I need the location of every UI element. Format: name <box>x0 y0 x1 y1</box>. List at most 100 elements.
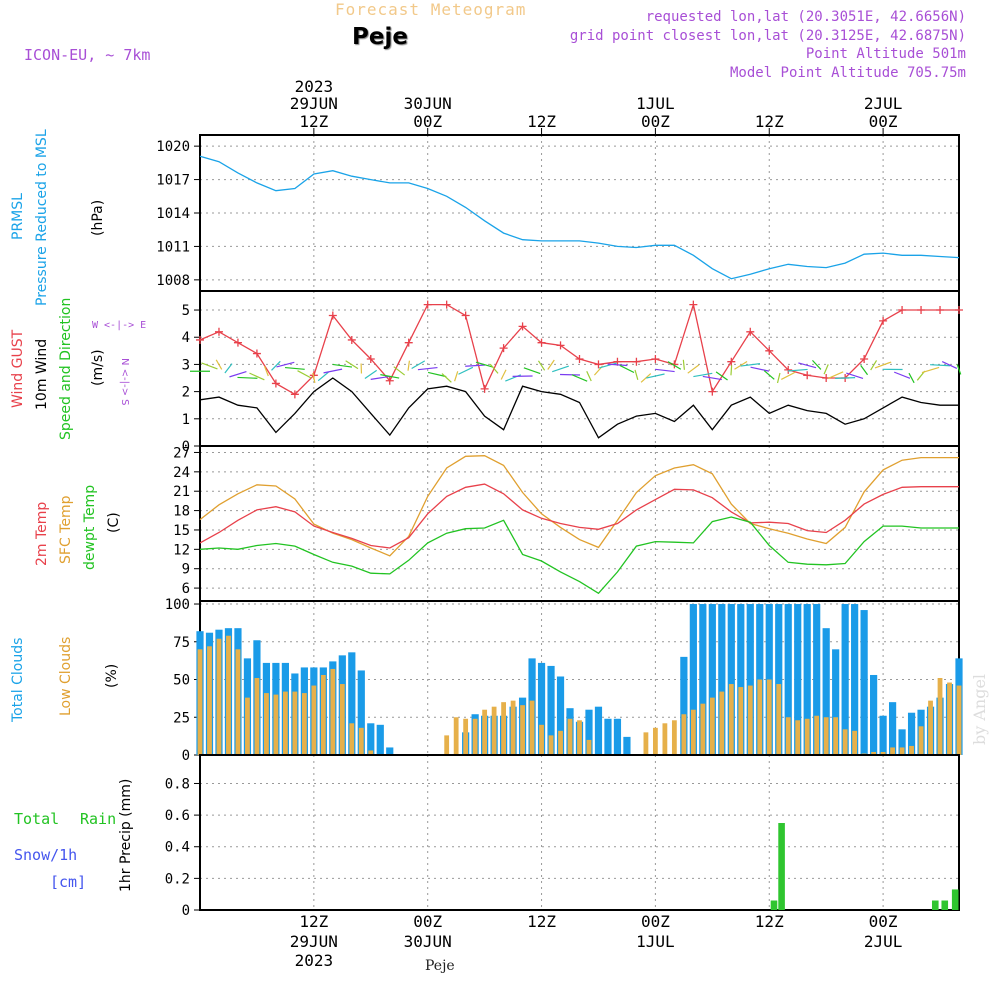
gust-marker <box>442 300 451 309</box>
wind-ytick-label: 4 <box>182 330 190 346</box>
gust-marker <box>196 335 204 344</box>
gust-marker <box>214 327 223 336</box>
wind-arrow <box>454 371 459 382</box>
gust-marker <box>233 338 242 347</box>
clouds-ytick-label: 50 <box>173 673 190 689</box>
low-clouds-bar <box>918 726 924 755</box>
low-clouds-bar <box>823 717 829 755</box>
wind-arrow <box>607 363 628 367</box>
low-clouds-bar <box>358 727 364 755</box>
pressure-ytick-label: 1020 <box>156 139 190 155</box>
total-clouds-bar <box>680 656 688 755</box>
wind-arrow <box>599 362 617 369</box>
wind-arrow <box>776 372 781 384</box>
wind-arrow <box>798 362 817 369</box>
low-clouds-bar <box>937 678 943 755</box>
gust-marker <box>784 365 793 374</box>
bottom-hour-label: 00Z <box>641 912 670 931</box>
clouds-ytick-label: 0 <box>182 748 190 764</box>
total-clouds-bar <box>689 604 697 755</box>
clouds-ytick-label: 100 <box>165 597 190 613</box>
wind-ytick-label: 0 <box>182 439 190 455</box>
wind-arrow <box>312 372 316 383</box>
low-clouds-bar <box>197 649 203 755</box>
gust-marker <box>290 390 299 399</box>
temp-ytick-label: 24 <box>173 465 190 481</box>
top-date-label: 30JUN <box>404 94 452 113</box>
low-clouds-bar <box>814 715 820 755</box>
low-clouds-bar <box>453 717 459 755</box>
wind-arrow <box>215 359 223 370</box>
wind-arrow <box>870 360 878 371</box>
total-clouds-bar <box>746 604 754 755</box>
top-hour-label: 00Z <box>413 112 442 131</box>
wind-arrow <box>475 361 494 368</box>
precip-frame <box>199 754 960 911</box>
low-clouds-bar <box>216 638 222 755</box>
total-clouds-bar <box>888 702 897 755</box>
total-clouds-bar <box>537 662 546 755</box>
point-altitude: Point Altitude 501m <box>805 46 966 62</box>
total-clouds-bar <box>585 709 593 755</box>
wind-arrow <box>249 372 265 381</box>
wind-arrow <box>523 367 541 375</box>
total-clouds-bar <box>348 652 356 755</box>
low-clouds-bar <box>709 697 715 755</box>
gust-marker <box>556 341 565 350</box>
bottom-hour-label: 00Z <box>413 912 442 931</box>
bottom-hour-label: 12Z <box>299 912 328 931</box>
gust-marker <box>955 306 963 315</box>
gust-marker <box>727 357 736 366</box>
low-clouds-bar <box>368 750 374 755</box>
gust-marker <box>347 335 356 344</box>
total-rain-label-b: Rain <box>80 810 117 828</box>
wind-arrow <box>646 373 665 379</box>
low-clouds-bar <box>311 685 317 755</box>
precip-ytick-label: 0.2 <box>165 871 190 887</box>
low-clouds-bar <box>292 691 298 755</box>
wind-arrow <box>537 360 546 371</box>
low-clouds-bar <box>539 724 544 755</box>
total-clouds-bar <box>623 736 631 755</box>
wind-arrow <box>441 373 452 383</box>
station-name: Peje <box>352 24 408 50</box>
top-date-label: 29JUN <box>290 94 338 113</box>
gust-marker <box>366 354 375 363</box>
wind-arrow <box>323 368 343 374</box>
wind-arrow <box>827 371 844 379</box>
wind-arrow <box>407 360 411 371</box>
low-clouds-bar <box>852 730 858 755</box>
gust-marker <box>271 379 280 388</box>
pressure-line <box>199 155 960 280</box>
gust-marker <box>936 306 945 315</box>
wind-arrow <box>860 365 869 376</box>
total-rain-label-a: Total <box>14 810 60 828</box>
total-clouds-bar <box>794 604 802 755</box>
pressure-ytick-label: 1008 <box>156 273 190 289</box>
total-clouds-bar <box>737 604 745 755</box>
low-clouds-bar <box>719 691 725 755</box>
pressure-ytick-label: 1014 <box>156 206 190 222</box>
wind-arrow <box>465 364 486 367</box>
wind-arrow <box>586 370 592 382</box>
total-clouds-bar <box>367 723 375 755</box>
requested-coords: requested lon,lat (20.3051E, 42.6656N) <box>645 9 966 25</box>
low-clouds-bar <box>529 700 535 755</box>
bottom-date-label: 29JUN <box>290 932 338 951</box>
wind-arrow <box>763 370 775 380</box>
total-clouds-bar <box>604 718 612 755</box>
wind-arrow <box>750 366 770 372</box>
total-clouds-bar <box>765 604 773 755</box>
total-clouds-bar <box>832 649 840 755</box>
dewpt-line <box>199 516 959 595</box>
total-clouds-bar <box>813 604 821 755</box>
rain-bar <box>778 823 785 910</box>
gust-marker <box>746 327 755 336</box>
wind-arrow <box>284 366 305 370</box>
wind-arrow <box>921 366 940 374</box>
model-altitude: Model Point Altitude 705.75m <box>729 65 966 81</box>
low-clouds-bar <box>956 685 962 755</box>
low-clouds-bar <box>301 693 307 755</box>
low-clouds-bar <box>947 682 952 755</box>
